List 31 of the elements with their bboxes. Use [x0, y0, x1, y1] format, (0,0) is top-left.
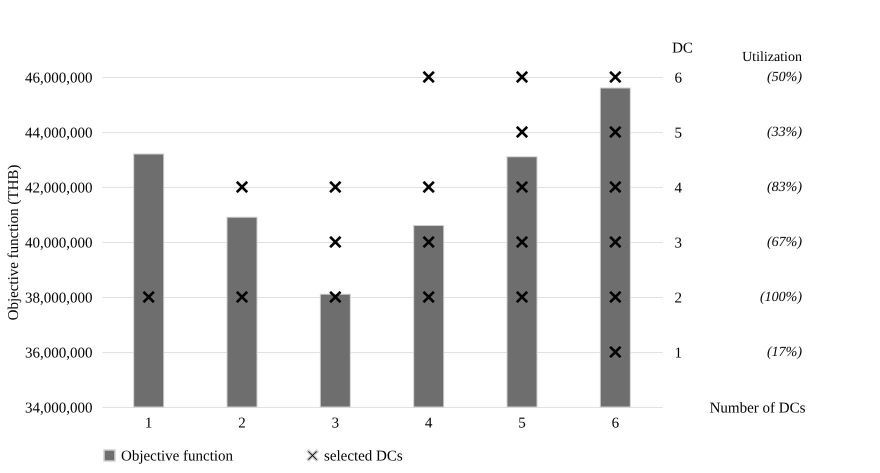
y-axis-title: Objective function (THB): [6, 164, 22, 320]
y2-tick-label: 1: [674, 346, 682, 362]
text: (83%): [767, 180, 802, 195]
x-tick-label: 5: [518, 416, 526, 432]
text: (17%): [767, 345, 802, 360]
y-tick-label: 40,000,000: [25, 236, 92, 252]
y2-tick-label: 4: [674, 180, 682, 196]
y-tick-label: 38,000,000: [25, 290, 92, 306]
y-tick-label: 36,000,000: [25, 346, 92, 362]
x-tick-label: 6: [612, 416, 620, 432]
y-tick-label: 34,000,000: [25, 400, 92, 416]
x-tick-label: 3: [332, 416, 340, 432]
text: Utilization: [742, 50, 802, 65]
y2-axis-title: DC: [672, 40, 693, 56]
y-tick-label: 42,000,000: [25, 180, 92, 196]
x-tick-label: 2: [238, 416, 246, 432]
text: (50%): [767, 70, 802, 85]
y-tick-label: 46,000,000: [25, 70, 92, 86]
y2-tick-label: 6: [674, 70, 682, 86]
legend-label: selected DCs: [324, 448, 403, 465]
x-tick-label: 1: [144, 416, 152, 432]
y2-tick-label: 2: [674, 290, 682, 306]
y2-tick-label: 5: [674, 126, 682, 142]
text: (100%): [760, 290, 802, 305]
y-tick-label: 44,000,000: [25, 126, 92, 142]
text: (67%): [767, 235, 802, 250]
x-tick-label: 4: [424, 416, 433, 432]
x-axis-title: Number of DCs: [710, 400, 806, 416]
y2-tick-label: 3: [674, 236, 682, 252]
legend-label: Objective function: [121, 448, 234, 465]
text: (33%): [767, 125, 802, 140]
